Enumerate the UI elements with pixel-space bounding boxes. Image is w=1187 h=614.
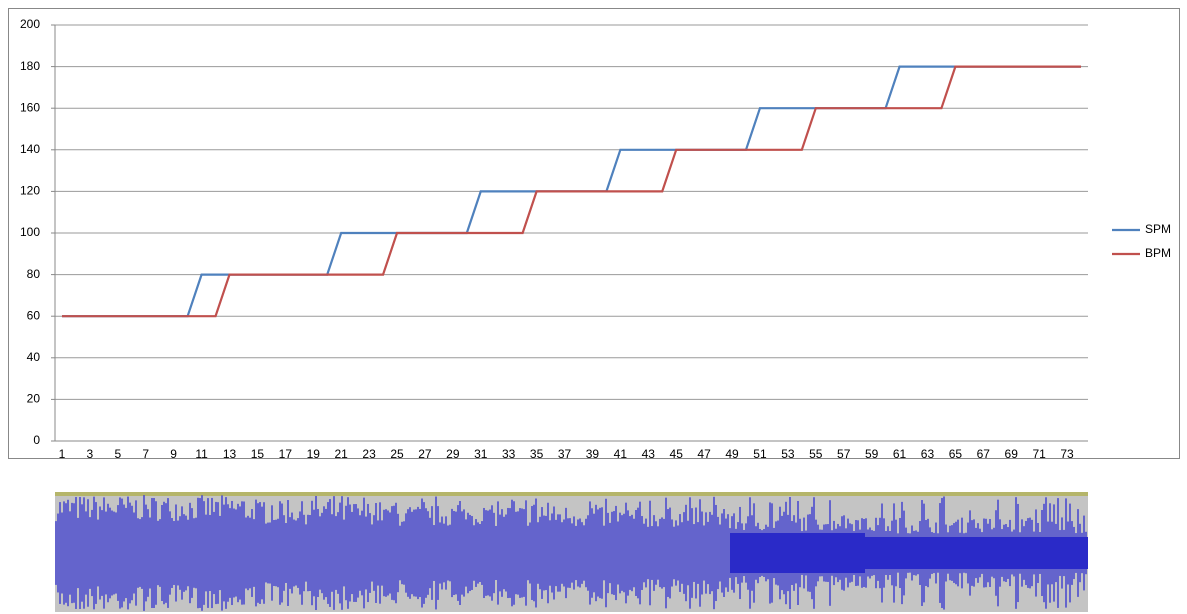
y-tick-label: 60 [27, 308, 41, 322]
x-tick-label: 59 [865, 447, 879, 461]
waveform-top-bar [55, 492, 1088, 496]
x-tick-label: 37 [558, 447, 572, 461]
y-tick-label: 40 [27, 350, 41, 364]
x-tick-label: 69 [1005, 447, 1019, 461]
x-tick-label: 71 [1032, 447, 1046, 461]
page: {"chart_data": {"type": "line", "categor… [0, 0, 1187, 614]
x-tick-label: 57 [837, 447, 851, 461]
x-tick-label: 1 [59, 447, 66, 461]
x-tick-label: 55 [809, 447, 823, 461]
legend-label: SPM [1145, 222, 1171, 236]
y-tick-label: 100 [20, 225, 40, 239]
x-tick-label: 17 [279, 447, 293, 461]
x-tick-label: 11 [195, 447, 208, 461]
y-tick-label: 120 [20, 184, 40, 198]
waveform-core [730, 533, 865, 573]
x-tick-label: 9 [170, 447, 177, 461]
y-tick-label: 180 [20, 59, 40, 73]
x-tick-label: 27 [418, 447, 432, 461]
x-tick-label: 73 [1060, 447, 1074, 461]
waveform-core [865, 537, 1088, 569]
x-tick-label: 67 [977, 447, 991, 461]
y-tick-label: 80 [27, 267, 41, 281]
x-tick-label: 51 [753, 447, 767, 461]
x-tick-label: 63 [921, 447, 935, 461]
x-tick-label: 35 [530, 447, 544, 461]
screenshot: 0204060801001201401601802001357911131517… [0, 0, 1187, 614]
x-tick-label: 7 [142, 447, 149, 461]
y-tick-label: 20 [27, 392, 41, 406]
x-tick-label: 29 [446, 447, 460, 461]
waveform [55, 492, 1088, 612]
x-tick-label: 45 [670, 447, 684, 461]
x-tick-label: 21 [334, 447, 348, 461]
x-tick-label: 47 [697, 447, 711, 461]
x-tick-label: 49 [725, 447, 739, 461]
x-tick-label: 3 [87, 447, 94, 461]
x-tick-label: 33 [502, 447, 516, 461]
x-tick-label: 23 [362, 447, 376, 461]
x-tick-label: 39 [586, 447, 600, 461]
x-tick-label: 43 [642, 447, 656, 461]
x-tick-label: 13 [223, 447, 237, 461]
x-tick-label: 5 [114, 447, 121, 461]
y-tick-label: 0 [33, 433, 40, 447]
x-tick-label: 41 [614, 447, 628, 461]
y-tick-label: 200 [20, 17, 40, 31]
x-tick-label: 19 [307, 447, 321, 461]
x-tick-label: 25 [390, 447, 404, 461]
x-tick-label: 31 [474, 447, 488, 461]
x-tick-label: 65 [949, 447, 963, 461]
y-tick-label: 140 [20, 142, 40, 156]
legend-label: BPM [1145, 246, 1171, 260]
y-tick-label: 160 [20, 100, 40, 114]
x-tick-label: 61 [893, 447, 907, 461]
x-tick-label: 53 [781, 447, 795, 461]
x-tick-label: 15 [251, 447, 265, 461]
